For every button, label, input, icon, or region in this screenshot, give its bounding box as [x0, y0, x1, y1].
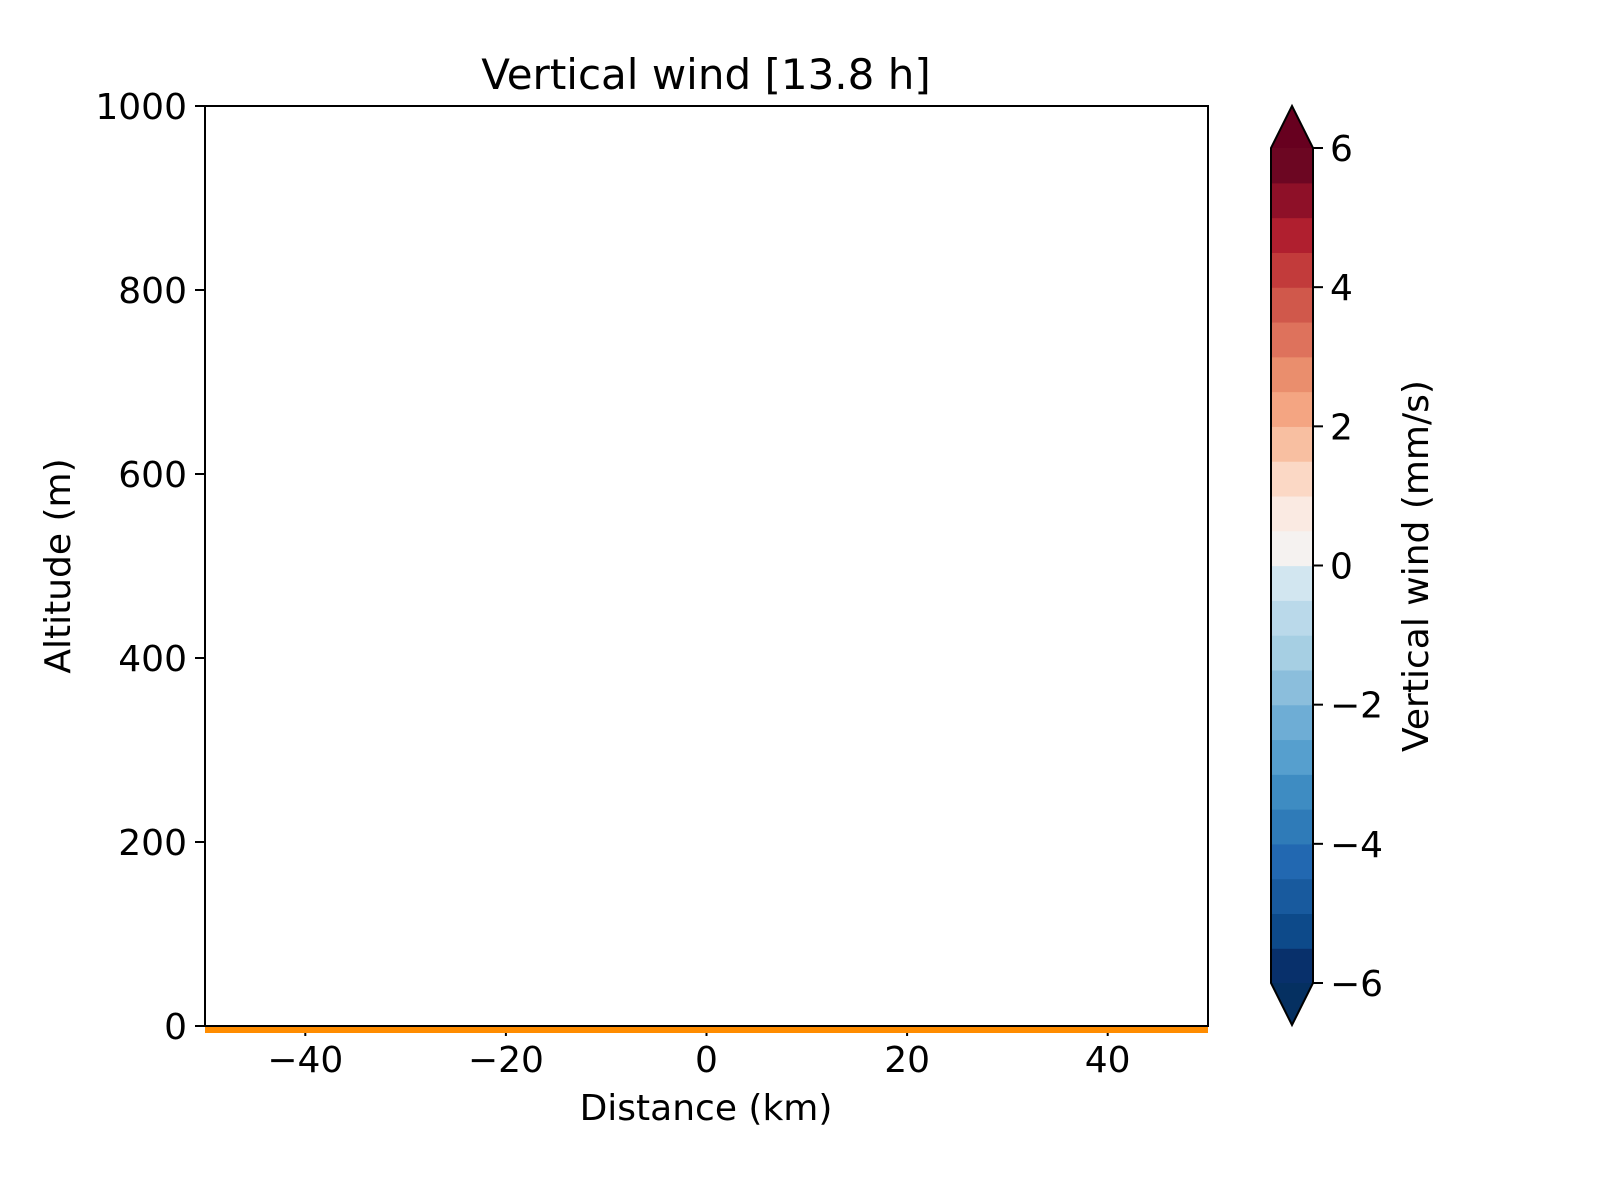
y-axis-label: Altitude (m)	[38, 458, 79, 673]
colorbar-segment	[1271, 669, 1313, 706]
colorbar-tick-label: 2	[1330, 407, 1353, 448]
colorbar-ticks: −6 −4 −2 0 2 4 6	[1313, 129, 1383, 1005]
colorbar-segment	[1271, 600, 1313, 636]
colorbar-segment	[1271, 356, 1313, 393]
colorbar-segment	[1271, 321, 1313, 358]
x-tick-label: −40	[267, 1040, 343, 1081]
colorbar-segment	[1271, 461, 1313, 497]
y-tick-label: 1000	[95, 87, 187, 128]
y-tick-label: 800	[118, 271, 187, 312]
y-tick-label: 0	[164, 1007, 187, 1048]
colorbar-segment	[1271, 565, 1313, 601]
colorbar-segment	[1271, 287, 1313, 323]
colorbar-segment	[1271, 843, 1313, 880]
colorbar-tick-label: 0	[1330, 547, 1353, 588]
y-tick-label: 600	[118, 455, 187, 496]
colorbar-segment	[1271, 948, 1313, 984]
colorbar-tick-label: −2	[1330, 686, 1383, 727]
colorbar-label: Vertical wind (mm/s)	[1396, 380, 1437, 752]
colorbar-segment	[1271, 252, 1313, 288]
x-axis-label: Distance (km)	[580, 1088, 833, 1129]
x-tick-label: 40	[1085, 1040, 1131, 1081]
colorbar-segment	[1271, 530, 1313, 567]
plot-area	[205, 106, 1208, 1026]
colorbar-segment	[1271, 635, 1313, 671]
colorbar-tick-label: 4	[1330, 268, 1353, 309]
plot-frame	[204, 105, 1209, 1027]
x-tick-label: −20	[468, 1040, 544, 1081]
x-tick-label: 20	[884, 1040, 930, 1081]
y-tick-label: 200	[118, 823, 187, 864]
chart-title: Vertical wind [13.8 h]	[481, 50, 930, 99]
x-tick-label: 0	[695, 1040, 718, 1081]
colorbar-segment	[1271, 878, 1313, 915]
colorbar-tick-label: 6	[1330, 129, 1353, 170]
colorbar-segment	[1271, 426, 1313, 462]
colorbar-segment	[1271, 182, 1313, 219]
colorbar-segment	[1271, 391, 1313, 427]
y-axis-ticks: 0 200 400 600 800 1000	[95, 87, 205, 1048]
colorbar-segment	[1271, 217, 1313, 253]
colorbar-extend-max	[1271, 106, 1313, 148]
colorbar	[1270, 103, 1314, 1028]
colorbar-segment	[1271, 774, 1313, 810]
colorbar-segment	[1271, 809, 1313, 845]
colorbar-tick-label: −4	[1330, 825, 1383, 866]
colorbar-segment	[1271, 704, 1313, 741]
x-axis-ticks: −40 −20 0 20 40	[267, 1026, 1131, 1081]
y-tick-label: 400	[118, 639, 187, 680]
colorbar-segment	[1271, 739, 1313, 775]
colorbar-extend-min	[1271, 983, 1313, 1025]
colorbar-tick-label: −6	[1330, 964, 1383, 1005]
colorbar-segment	[1271, 495, 1313, 532]
colorbar-segment	[1271, 148, 1313, 184]
colorbar-segment	[1271, 913, 1313, 949]
